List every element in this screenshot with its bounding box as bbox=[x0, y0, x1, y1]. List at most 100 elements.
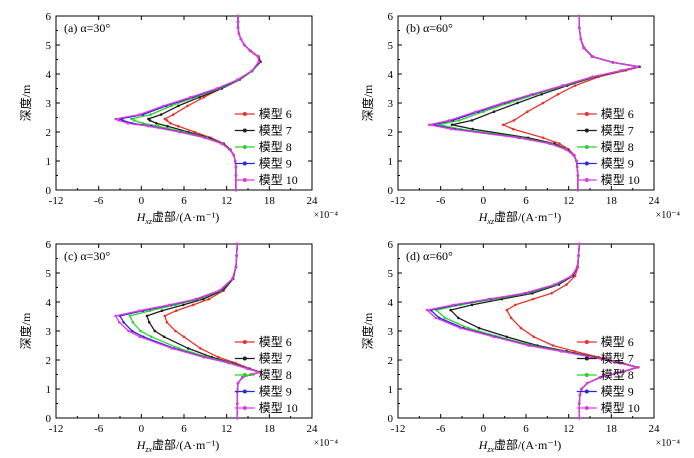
data-point bbox=[130, 117, 133, 121]
legend-marker bbox=[242, 145, 247, 149]
series-markers-8 bbox=[128, 242, 262, 420]
series-line-10 bbox=[426, 243, 638, 418]
data-point bbox=[153, 329, 157, 333]
data-point bbox=[457, 316, 460, 320]
legend-marker bbox=[584, 145, 589, 149]
data-point bbox=[450, 123, 454, 127]
data-point bbox=[578, 402, 581, 405]
series-markers-9 bbox=[118, 14, 261, 192]
data-point bbox=[477, 326, 481, 330]
y-tick-label: 4 bbox=[388, 297, 394, 309]
data-point bbox=[201, 297, 205, 301]
data-point bbox=[236, 416, 239, 420]
x-exponent-label: ×10⁻⁴ bbox=[656, 438, 681, 449]
data-point bbox=[512, 119, 516, 122]
data-point bbox=[575, 265, 579, 269]
legend-marker bbox=[242, 406, 247, 410]
data-point bbox=[509, 316, 513, 320]
data-point bbox=[516, 101, 519, 105]
data-point bbox=[193, 130, 196, 134]
data-point bbox=[258, 370, 261, 374]
x-exponent-label: ×10⁻⁴ bbox=[314, 210, 339, 221]
data-point bbox=[189, 95, 192, 99]
data-point bbox=[526, 110, 529, 113]
x-tick-label: 18 bbox=[606, 423, 618, 435]
x-tick-label: 24 bbox=[307, 423, 319, 435]
data-point bbox=[235, 254, 238, 257]
data-point bbox=[172, 113, 175, 116]
legend-label: 模型 9 bbox=[259, 385, 292, 399]
data-point bbox=[236, 381, 240, 385]
y-tick-label: 2 bbox=[46, 127, 52, 139]
x-tick-label: 0 bbox=[139, 423, 145, 435]
x-tick-label: 12 bbox=[563, 195, 574, 207]
legend-label: 模型 8 bbox=[601, 368, 634, 382]
data-point bbox=[256, 55, 260, 58]
x-tick-label: -6 bbox=[436, 423, 446, 435]
legend-label: 模型 10 bbox=[259, 173, 298, 187]
legend-label: 模型 7 bbox=[259, 124, 292, 138]
data-point bbox=[236, 20, 240, 24]
data-point bbox=[617, 361, 621, 365]
y-tick-label: 5 bbox=[388, 40, 394, 52]
data-point bbox=[160, 309, 164, 313]
data-point bbox=[187, 347, 190, 350]
data-point bbox=[492, 335, 495, 339]
x-tick-label: 6 bbox=[523, 423, 529, 435]
data-point bbox=[186, 104, 189, 108]
data-point bbox=[579, 37, 583, 41]
data-point bbox=[145, 314, 149, 318]
y-axis-label: 深度/m bbox=[360, 84, 375, 121]
data-point bbox=[470, 119, 474, 122]
data-point bbox=[541, 101, 545, 105]
data-point bbox=[578, 242, 581, 246]
x-tick-label: -12 bbox=[49, 423, 64, 435]
data-point bbox=[163, 117, 167, 121]
y-tick-label: 6 bbox=[388, 11, 394, 23]
series-markers-8 bbox=[130, 14, 261, 192]
y-tick-label: 3 bbox=[46, 326, 52, 338]
data-point bbox=[141, 122, 145, 125]
data-point bbox=[174, 329, 177, 333]
data-point bbox=[487, 297, 490, 301]
series-line-10 bbox=[115, 16, 260, 190]
data-point bbox=[516, 136, 520, 140]
legend-marker bbox=[242, 340, 247, 344]
data-point bbox=[228, 148, 231, 151]
data-point bbox=[234, 265, 238, 269]
data-point bbox=[233, 159, 237, 163]
legend-marker bbox=[584, 161, 589, 166]
data-point bbox=[531, 297, 535, 301]
y-tick-label: 5 bbox=[46, 40, 52, 52]
legend-marker bbox=[584, 389, 589, 394]
data-point bbox=[457, 119, 461, 122]
y-tick-label: 6 bbox=[388, 239, 394, 251]
legend-label: 模型 8 bbox=[601, 140, 634, 154]
y-tick-label: 2 bbox=[388, 355, 394, 367]
data-point bbox=[585, 381, 589, 385]
data-point bbox=[570, 274, 573, 278]
data-point bbox=[561, 84, 564, 87]
data-point bbox=[236, 402, 239, 405]
data-point bbox=[138, 335, 142, 339]
data-point bbox=[231, 277, 234, 281]
data-point bbox=[470, 303, 474, 307]
data-point bbox=[522, 292, 526, 295]
data-point bbox=[590, 75, 594, 79]
data-point bbox=[167, 303, 171, 307]
data-point bbox=[191, 303, 195, 307]
data-point bbox=[234, 165, 238, 169]
legend-label: 模型 9 bbox=[601, 157, 634, 171]
data-point bbox=[128, 314, 132, 318]
legend-label: 模型 7 bbox=[601, 352, 634, 366]
x-axis-subscript: zx bbox=[486, 445, 494, 454]
data-point bbox=[137, 309, 141, 313]
x-axis-symbol: H bbox=[478, 210, 489, 224]
data-point bbox=[162, 335, 166, 339]
x-tick-label: 18 bbox=[606, 195, 618, 207]
x-axis-unit: 虚部/(A·m⁻¹) bbox=[152, 437, 219, 452]
data-point bbox=[202, 95, 206, 99]
legend-label: 模型 6 bbox=[259, 107, 292, 121]
x-tick-label: 6 bbox=[181, 195, 187, 207]
